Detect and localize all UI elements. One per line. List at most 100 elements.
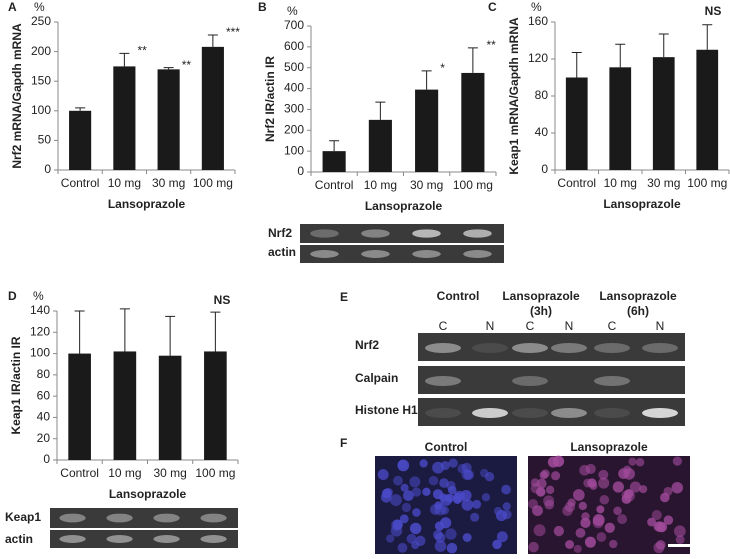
error-bar bbox=[207, 34, 218, 47]
nucleus bbox=[533, 524, 546, 537]
nucleus bbox=[481, 493, 491, 502]
nucleus bbox=[440, 494, 453, 506]
panel-letter: F bbox=[340, 436, 347, 450]
blot-strip bbox=[50, 530, 238, 548]
y-axis-label: Keap1 mRNA/Gapdh mRNA bbox=[507, 17, 521, 175]
nucleus bbox=[502, 502, 511, 511]
y-tick-label: 80 bbox=[535, 88, 549, 102]
image-label: Control bbox=[425, 440, 468, 454]
nucleus bbox=[573, 544, 582, 553]
nucleus bbox=[604, 522, 615, 533]
error-bar bbox=[615, 43, 626, 68]
nucleus bbox=[617, 514, 628, 525]
unit-label: % bbox=[287, 4, 298, 18]
blot-strip bbox=[418, 366, 685, 394]
nucleus bbox=[448, 458, 458, 468]
bar bbox=[157, 69, 180, 170]
nucleus bbox=[461, 499, 474, 511]
y-tick-label: 200 bbox=[284, 122, 304, 136]
blot-label: Calpain bbox=[355, 371, 398, 385]
y-tick-label: 40 bbox=[535, 125, 549, 139]
nucleus bbox=[654, 521, 666, 533]
y-tick-label: 40 bbox=[37, 410, 51, 424]
nucleus bbox=[409, 522, 422, 535]
nucleus bbox=[390, 494, 402, 507]
nucleus bbox=[461, 469, 473, 480]
nucleus bbox=[583, 478, 593, 488]
x-tick-label: 30 mg bbox=[647, 176, 680, 190]
nucleus bbox=[651, 509, 662, 521]
panel-letter: B bbox=[258, 0, 267, 14]
bar bbox=[201, 46, 224, 170]
nucleus bbox=[584, 536, 596, 548]
bar bbox=[652, 57, 675, 170]
y-tick-label: 0 bbox=[297, 164, 304, 178]
bar bbox=[69, 110, 92, 170]
group-label: Lansoprazole bbox=[502, 289, 580, 303]
blot-band bbox=[512, 408, 548, 418]
x-axis-label: Lansoprazole bbox=[365, 199, 443, 213]
nucleus bbox=[623, 468, 635, 480]
nucleus bbox=[399, 514, 409, 524]
nucleus bbox=[472, 499, 482, 509]
blot-band bbox=[106, 513, 133, 523]
y-tick-label: 120 bbox=[30, 324, 50, 338]
nucleus bbox=[502, 509, 512, 520]
blot-label: Histone H1 bbox=[355, 403, 418, 417]
blot-label: Keap1 bbox=[5, 510, 41, 524]
nucleus bbox=[470, 512, 480, 522]
blot-strip bbox=[300, 245, 504, 263]
significance: ** bbox=[486, 38, 496, 52]
error-bar bbox=[702, 24, 713, 50]
blot-band bbox=[594, 343, 630, 353]
nucleus bbox=[663, 515, 674, 525]
blot-band bbox=[412, 250, 441, 258]
nucleus bbox=[671, 481, 684, 494]
nucleus bbox=[532, 505, 543, 517]
x-tick-label: 100 mg bbox=[193, 176, 233, 190]
lane-label: C bbox=[608, 319, 617, 333]
error-bar bbox=[119, 308, 130, 352]
error-bar bbox=[75, 107, 86, 111]
nucleus bbox=[562, 505, 573, 516]
x-tick-label: 100 mg bbox=[453, 178, 493, 192]
blot-band bbox=[425, 343, 461, 353]
blot-band bbox=[59, 513, 86, 523]
nucleus bbox=[406, 533, 417, 544]
nucleus bbox=[580, 517, 591, 529]
x-tick-label: 10 mg bbox=[108, 176, 141, 190]
nucleus bbox=[392, 519, 403, 530]
unit-label: % bbox=[531, 0, 542, 14]
y-tick-label: 600 bbox=[284, 39, 304, 53]
y-tick-label: 300 bbox=[284, 102, 304, 116]
bar bbox=[158, 355, 182, 460]
nucleus bbox=[592, 517, 604, 529]
blot-label: Nrf2 bbox=[355, 338, 379, 352]
scale-bar bbox=[668, 544, 692, 547]
nucleus bbox=[578, 501, 587, 511]
blot-band bbox=[153, 513, 180, 523]
y-tick-label: 0 bbox=[44, 162, 51, 176]
nucleus bbox=[409, 476, 421, 488]
x-tick-label: Control bbox=[61, 176, 100, 190]
x-axis-label: Lansoprazole bbox=[603, 197, 681, 211]
nucleus bbox=[393, 475, 403, 486]
nucleus bbox=[397, 542, 408, 553]
y-tick-label: 250 bbox=[31, 14, 51, 28]
x-tick-label: Control bbox=[315, 178, 354, 192]
nucleus bbox=[596, 505, 605, 514]
nucleus bbox=[675, 535, 685, 545]
blot-strip bbox=[300, 224, 504, 243]
x-tick-label: 10 mg bbox=[108, 466, 141, 480]
error-bar bbox=[74, 310, 85, 354]
bar bbox=[322, 151, 346, 172]
panel-letter: E bbox=[340, 290, 348, 304]
significance: * bbox=[440, 61, 445, 75]
nucleus bbox=[377, 469, 389, 481]
y-tick-label: 20 bbox=[37, 431, 51, 445]
group-label: Control bbox=[437, 289, 480, 303]
nucleus bbox=[403, 490, 414, 502]
significance: ** bbox=[137, 44, 147, 58]
group-label: Lansoprazole bbox=[599, 289, 677, 303]
y-tick-label: 200 bbox=[31, 44, 51, 58]
